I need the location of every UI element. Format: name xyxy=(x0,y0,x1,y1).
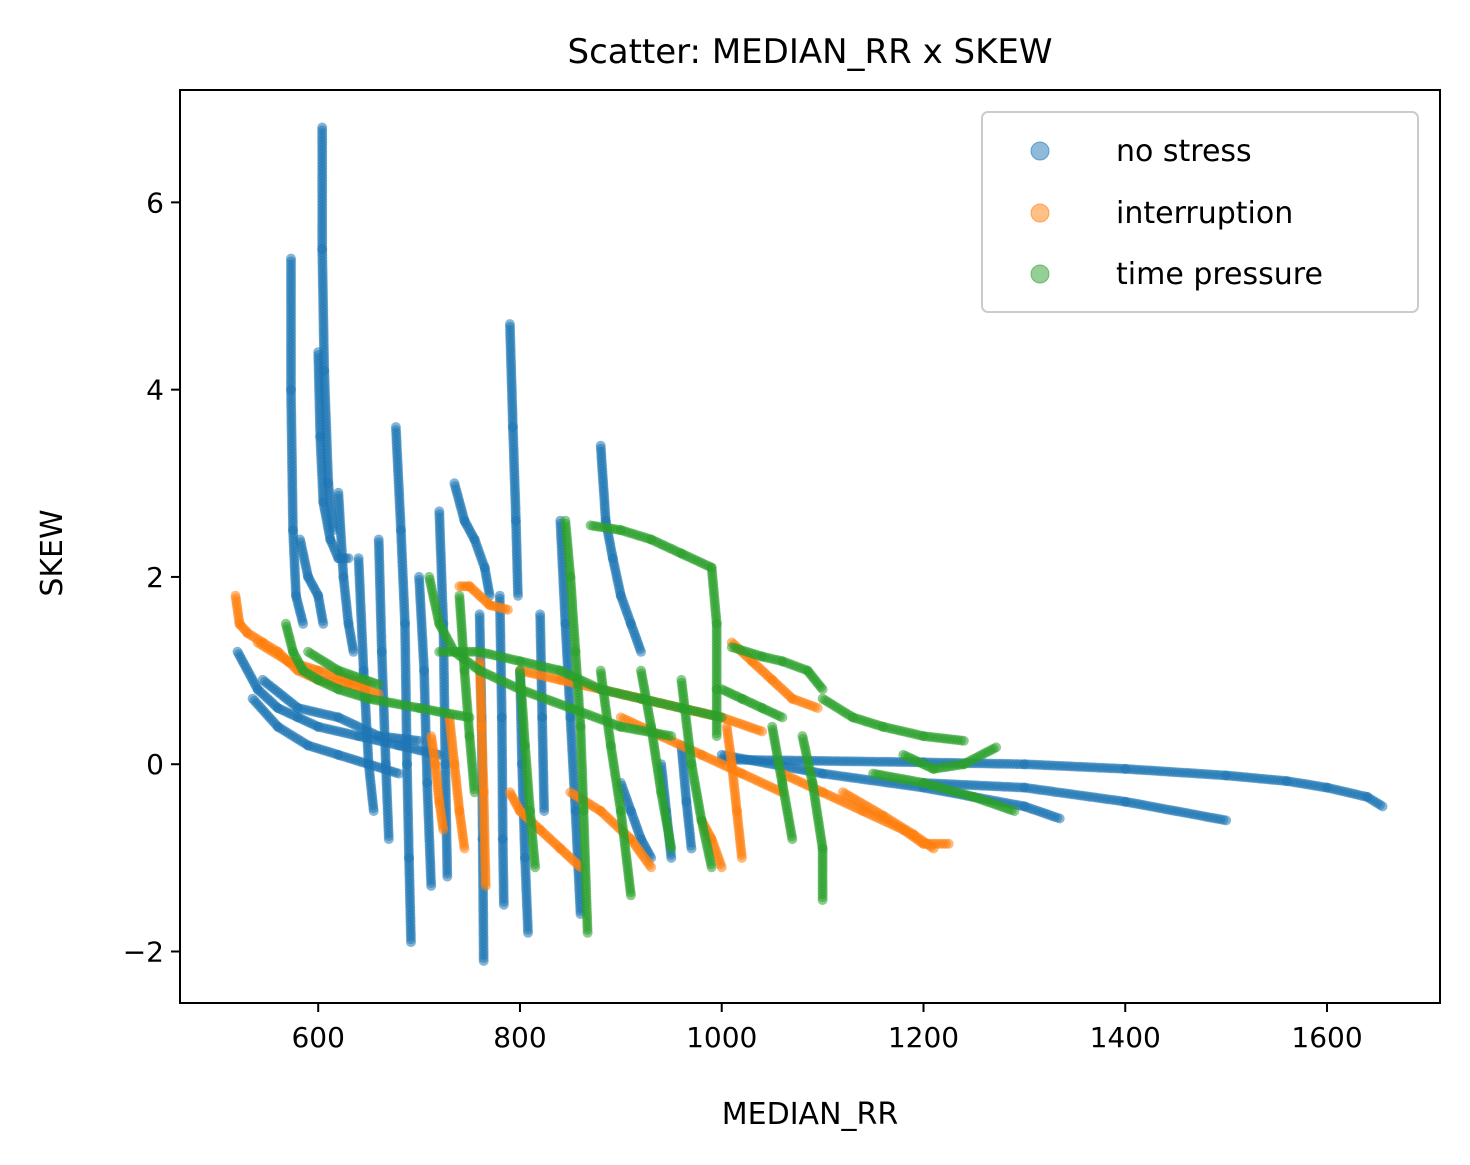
point-no-stress xyxy=(513,590,523,601)
x-tick-label: 1600 xyxy=(1291,1021,1362,1054)
legend: no stress interruption time pressure xyxy=(981,111,1419,313)
point-interruption xyxy=(646,862,657,873)
x-tick-label: 1400 xyxy=(1090,1021,1161,1054)
point-no-stress xyxy=(442,871,453,882)
point-no-stress xyxy=(348,646,359,657)
point-no-stress xyxy=(686,843,697,854)
legend-label-no-stress: no stress xyxy=(1116,134,1252,169)
y-tick-label: 2 xyxy=(146,561,164,594)
point-time-pressure xyxy=(582,927,593,938)
point-interruption xyxy=(928,843,939,854)
point-no-stress xyxy=(318,618,329,629)
point-time-pressure xyxy=(711,731,722,742)
point-interruption xyxy=(757,726,768,737)
x-tick-label: 600 xyxy=(291,1021,344,1054)
point-time-pressure xyxy=(469,787,480,798)
point-no-stress xyxy=(368,806,379,816)
point-time-pressure xyxy=(625,890,636,901)
point-time-pressure xyxy=(666,843,677,854)
point-time-pressure xyxy=(666,731,677,742)
y-tick-label: −2 xyxy=(123,935,164,968)
point-no-stress xyxy=(636,646,646,657)
x-tick-label: 1200 xyxy=(888,1021,959,1054)
point-no-stress xyxy=(1221,815,1232,826)
point-no-stress xyxy=(478,955,489,966)
point-time-pressure xyxy=(373,679,384,690)
x-axis: 600 800 1000 1200 1400 1600 xyxy=(291,1003,1363,1054)
chart-title: Scatter: MEDIAN_RR x SKEW xyxy=(567,32,1052,72)
series-time-pressure xyxy=(280,515,1020,938)
point-time-pressure xyxy=(787,834,798,845)
point-time-pressure xyxy=(530,862,541,873)
point-time-pressure xyxy=(706,862,717,873)
point-time-pressure xyxy=(958,735,969,746)
y-axis: −2 0 2 4 6 xyxy=(123,186,180,968)
x-tick-label: 1000 xyxy=(686,1021,757,1054)
point-time-pressure xyxy=(817,684,828,695)
y-tick-label: 6 xyxy=(146,186,164,219)
point-time-pressure xyxy=(777,712,788,723)
data-points xyxy=(230,122,1388,966)
point-interruption xyxy=(438,824,449,835)
y-tick-label: 4 xyxy=(146,374,164,407)
point-no-stress xyxy=(1054,813,1065,824)
point-no-stress xyxy=(523,927,533,938)
point-interruption xyxy=(480,880,491,891)
x-tick-label: 800 xyxy=(493,1021,546,1054)
legend-label-time-pressure: time pressure xyxy=(1116,257,1323,292)
point-interruption xyxy=(943,838,954,849)
point-interruption xyxy=(812,703,823,713)
point-no-stress xyxy=(298,618,309,629)
point-time-pressure xyxy=(1009,806,1020,816)
point-interruption xyxy=(502,604,513,615)
point-time-pressure xyxy=(991,742,1002,753)
legend-marker-time-pressure xyxy=(1030,264,1050,284)
point-interruption xyxy=(716,862,727,873)
point-no-stress xyxy=(393,768,404,779)
y-axis-label: SKEW xyxy=(35,509,70,596)
point-no-stress xyxy=(498,899,509,910)
point-time-pressure xyxy=(817,895,828,905)
point-no-stress xyxy=(383,834,394,845)
point-no-stress xyxy=(666,852,677,863)
point-no-stress xyxy=(1377,801,1388,812)
x-axis-label: MEDIAN_RR xyxy=(722,1097,898,1132)
legend-label-interruption: interruption xyxy=(1116,196,1293,231)
point-interruption xyxy=(736,852,747,863)
y-tick-label: 0 xyxy=(146,748,164,781)
point-no-stress xyxy=(539,806,550,816)
series-no-stress xyxy=(232,122,1388,966)
point-interruption xyxy=(459,843,470,854)
point-no-stress xyxy=(406,937,416,948)
legend-marker-interruption xyxy=(1030,203,1050,223)
point-no-stress xyxy=(426,880,437,891)
legend-marker-no-stress xyxy=(1030,141,1050,161)
